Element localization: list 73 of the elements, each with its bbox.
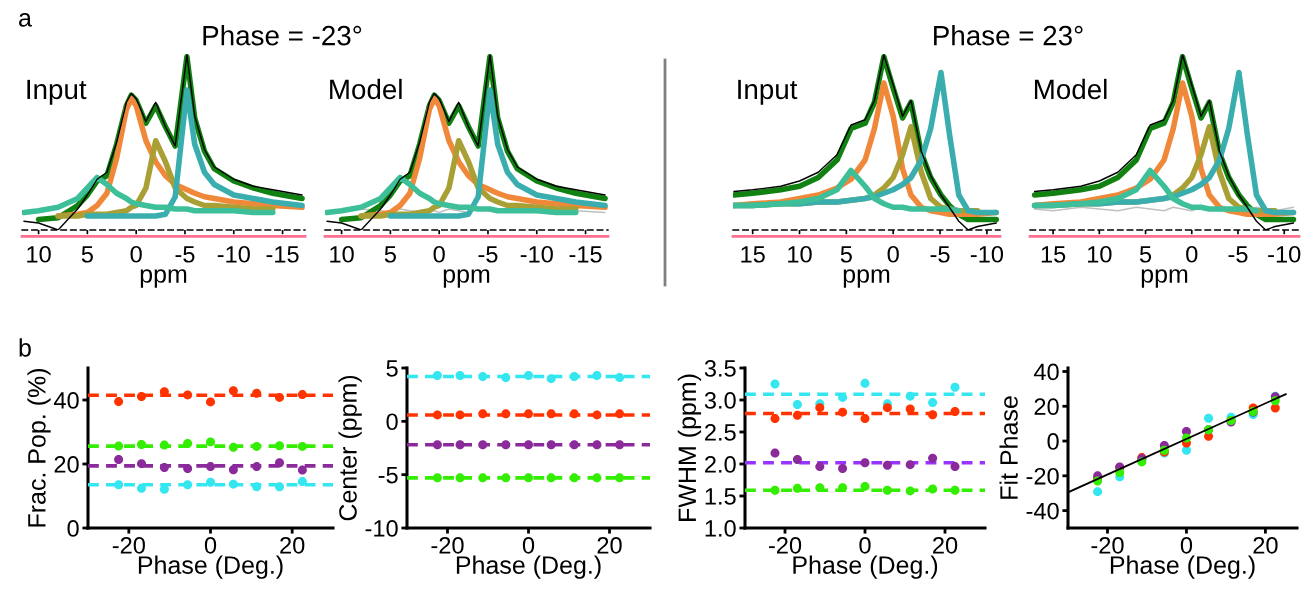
y-tick-label: 0	[67, 520, 79, 537]
y-tick-label: 0	[1047, 433, 1059, 450]
y-tick-label: 3.5	[704, 360, 736, 377]
text: a	[19, 13, 32, 27]
y-tick-label: 40	[1033, 363, 1059, 381]
x-tick-label: 20	[597, 536, 622, 554]
y-tick-label: 5	[386, 360, 398, 377]
x-tick-label: 0	[204, 536, 217, 554]
x-tick-label: -20	[1091, 536, 1124, 554]
y-tick-label: -20	[1026, 467, 1059, 485]
x-tick-label: -15	[569, 246, 602, 263]
y-tick-label: -5	[378, 466, 398, 484]
y-tick-label: 20	[1034, 398, 1059, 416]
x-tick-label: 10	[27, 245, 51, 263]
x-tick-label: 15	[1041, 246, 1066, 263]
y-tick-label: 40	[53, 392, 79, 409]
x-tick-label: 20	[1253, 536, 1278, 554]
x-tick-label: 10	[1088, 245, 1112, 263]
x-axis-title: Phase (Deg.)	[793, 555, 938, 579]
y-tick-label: 20	[54, 456, 79, 473]
x-tick-label: -20	[431, 536, 464, 554]
x-tick-label: -5	[930, 246, 950, 263]
x-tick-label: 5	[840, 246, 852, 263]
x-tick-label: -20	[112, 536, 145, 554]
y-tick-label: 1.0	[705, 520, 736, 537]
x-tick-label: 5	[81, 246, 93, 263]
x-tick-label: -5	[1228, 246, 1248, 263]
x-tick-label: 10	[330, 245, 354, 263]
x-tick-label: -10	[520, 245, 553, 263]
x-tick-label: 5	[1139, 246, 1152, 263]
x-axis-title: Phase (Deg.)	[138, 555, 283, 579]
x-tick-label: 0	[887, 245, 899, 263]
x-tick-label: 0	[433, 245, 445, 263]
y-tick-label: 2.0	[705, 456, 736, 473]
y-tick-label: 3.0	[704, 392, 736, 409]
x-tick-label: -5	[478, 246, 498, 263]
x-axis-title: ppm	[140, 269, 187, 288]
y-axis-title: FWHM (ppm)	[677, 374, 702, 521]
y-axis-title: Frac. Pop. (%)	[27, 368, 51, 527]
y-axis-title: Fit Phase	[999, 396, 1018, 499]
x-tick-label: -10	[217, 245, 250, 263]
y-axis-title: Center (ppm)	[338, 375, 362, 521]
x-tick-label: 0	[1186, 245, 1198, 263]
x-tick-label: 20	[280, 536, 305, 554]
x-tick-label: 0	[130, 245, 142, 263]
y-tick-label: 0	[386, 413, 398, 431]
x-tick-label: 20	[933, 536, 958, 554]
x-axis-title: Phase (Deg.)	[1110, 555, 1255, 579]
x-tick-label: 10	[788, 245, 812, 263]
text: Model	[1034, 78, 1107, 100]
x-axis-title: Phase (Deg.)	[456, 555, 601, 579]
text: Phase = -23°	[203, 25, 362, 46]
y-tick-label: -10	[365, 520, 398, 537]
text: Input	[738, 79, 798, 105]
x-tick-label: -5	[175, 246, 195, 263]
x-tick-label: -15	[266, 246, 299, 263]
x-tick-label: 0	[522, 536, 535, 554]
x-tick-label: 15	[741, 246, 765, 263]
x-tick-label: -20	[768, 536, 802, 554]
y-tick-label: -40	[1026, 502, 1059, 520]
text: Input	[27, 79, 87, 105]
x-axis-title: ppm	[443, 269, 490, 288]
text: b	[19, 338, 31, 357]
y-tick-label: 1.5	[705, 488, 736, 505]
x-tick-label: 0	[859, 536, 871, 554]
text: Model	[330, 78, 402, 100]
text: Phase = 23°	[934, 25, 1083, 46]
x-tick-label: -10	[1268, 245, 1301, 263]
x-axis-title: ppm	[843, 269, 890, 288]
x-tick-label: -10	[970, 245, 1004, 263]
y-tick-label: 2.5	[705, 424, 736, 441]
x-tick-label: 0	[1180, 536, 1193, 554]
x-axis-title: ppm	[1141, 269, 1188, 288]
